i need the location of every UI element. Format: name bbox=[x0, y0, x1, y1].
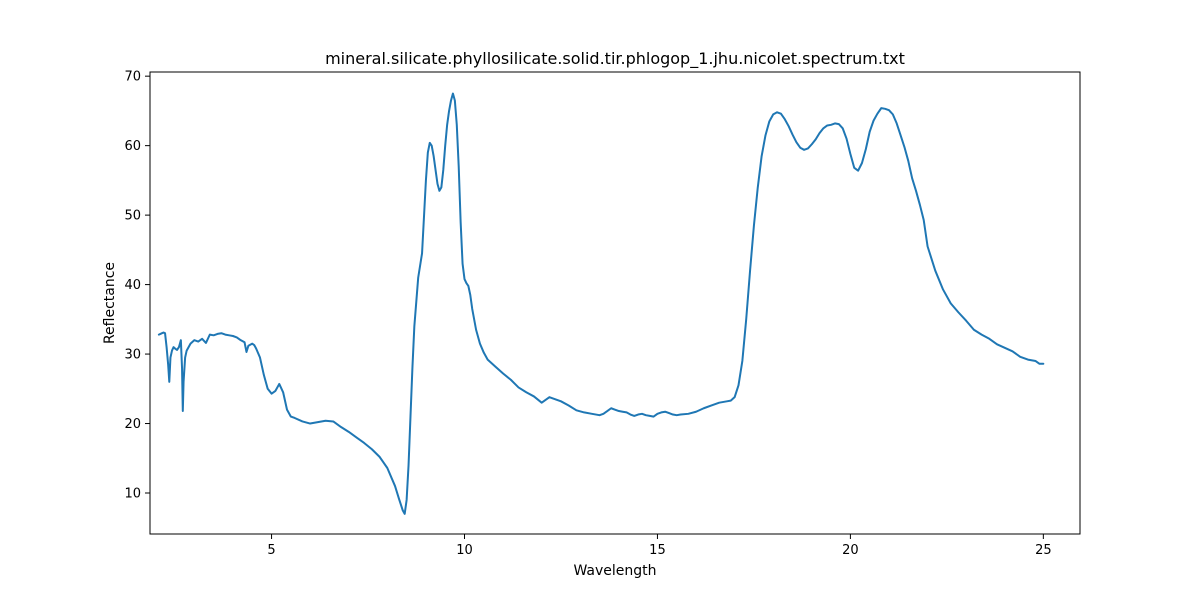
chart-title: mineral.silicate.phyllosilicate.solid.ti… bbox=[325, 49, 905, 69]
x-tick-label: 5 bbox=[267, 543, 275, 558]
y-tick-label: 40 bbox=[124, 278, 141, 293]
x-tick-label: 20 bbox=[842, 543, 859, 558]
x-axis-label: Wavelength bbox=[573, 563, 656, 579]
y-tick-label: 10 bbox=[124, 487, 141, 502]
y-axis-label: Reflectance bbox=[102, 262, 118, 344]
y-tick-label: 20 bbox=[124, 417, 141, 432]
y-tick-label: 30 bbox=[124, 348, 141, 363]
series-line-0 bbox=[157, 92, 1045, 515]
plot-frame bbox=[149, 71, 1081, 535]
x-tick-label: 10 bbox=[456, 543, 473, 558]
y-tick-label: 50 bbox=[124, 209, 141, 224]
y-tick-label: 60 bbox=[124, 139, 141, 154]
y-tick-label: 70 bbox=[124, 70, 141, 85]
x-tick-label: 25 bbox=[1035, 543, 1052, 558]
x-tick-label: 15 bbox=[649, 543, 666, 558]
